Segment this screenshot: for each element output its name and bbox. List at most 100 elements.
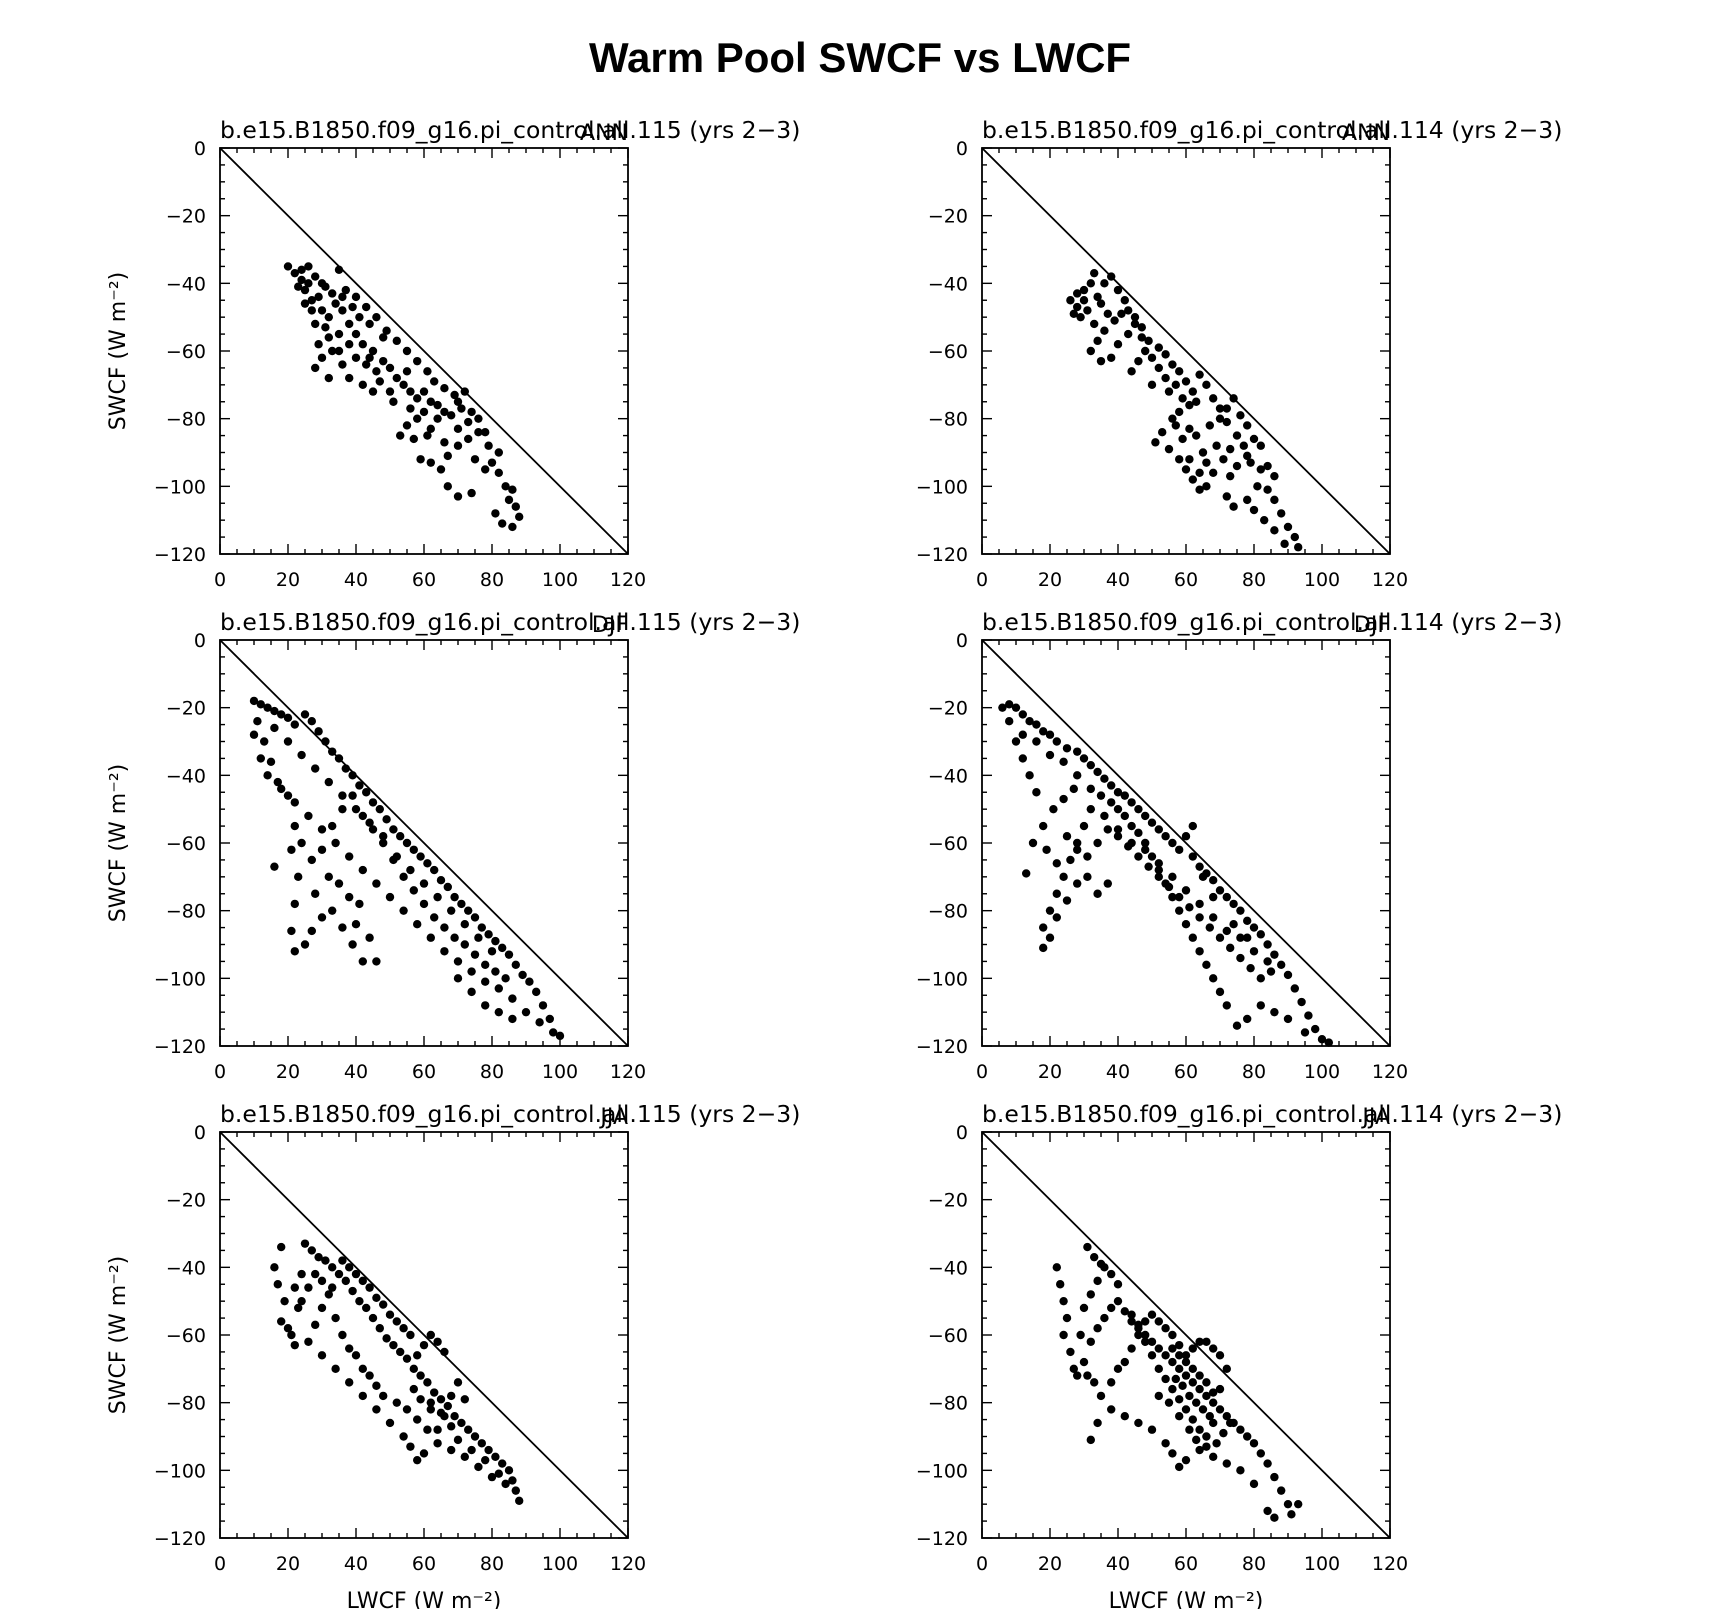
scatter-point <box>1181 377 1191 386</box>
scatter-point <box>413 1351 422 1360</box>
scatter-point <box>1093 1324 1102 1333</box>
scatter-point <box>338 1330 347 1340</box>
scatter-point <box>365 353 374 362</box>
scatter-point <box>355 899 364 909</box>
scatter-point <box>294 872 303 882</box>
scatter-point <box>402 421 412 430</box>
scatter-point <box>453 397 463 406</box>
scatter-point <box>1175 1412 1184 1421</box>
scatter-point <box>1113 285 1123 295</box>
scatter-point <box>474 414 483 423</box>
scatter-point <box>1188 933 1198 942</box>
scatter-point <box>1090 319 1099 329</box>
scatter-point <box>389 1340 398 1350</box>
scatter-point <box>1083 306 1092 315</box>
scatter-point <box>1147 1351 1157 1360</box>
scatter-point <box>1096 1391 1106 1401</box>
scatter-point <box>321 1256 330 1265</box>
scatter-point <box>450 1412 459 1421</box>
scatter-point <box>1202 1391 1211 1401</box>
scatter-point <box>402 346 412 356</box>
scatter-point <box>440 947 449 956</box>
scatter-point <box>1107 1269 1116 1279</box>
scatter-point <box>396 1347 405 1357</box>
scatter-point <box>1018 730 1027 739</box>
scatter-point <box>1168 1384 1177 1394</box>
scatter-point <box>1222 892 1232 902</box>
scatter-point <box>1090 268 1099 278</box>
scatter-point <box>1263 485 1272 494</box>
scatter-point <box>297 275 306 285</box>
y-tick-label: −80 <box>928 1393 968 1415</box>
y-tick-label: −100 <box>916 476 968 498</box>
scatter-point <box>535 1018 544 1027</box>
scatter-point <box>460 1452 469 1462</box>
scatter-point <box>447 1422 456 1431</box>
scatter-point <box>416 1395 425 1404</box>
scatter-point <box>379 1391 388 1401</box>
scatter-point <box>409 886 418 895</box>
scatter-point <box>266 757 276 766</box>
scatter-point <box>1059 794 1068 804</box>
scatter-point <box>345 852 354 861</box>
scatter-point <box>1222 926 1232 936</box>
scatter-point <box>494 1007 503 1017</box>
scatter-point <box>1096 299 1106 308</box>
scatter-point <box>324 777 333 787</box>
scatter-point <box>294 282 303 291</box>
scatter-point <box>1154 865 1164 875</box>
scatter-point <box>392 373 401 383</box>
scatter-point <box>1052 859 1062 868</box>
reference-line <box>981 1131 1391 1539</box>
x-tick-label: 100 <box>542 1553 578 1575</box>
scatter-point <box>1283 1014 1293 1024</box>
x-tick-label: 80 <box>1242 1061 1266 1083</box>
scatter-point <box>515 512 524 521</box>
scatter-point <box>409 434 418 444</box>
scatter-point <box>1147 1310 1157 1319</box>
scatter-point <box>1083 852 1092 861</box>
x-tick-label: 80 <box>1242 569 1266 591</box>
scatter-point <box>1141 838 1150 848</box>
scatter-point <box>1185 1391 1194 1401</box>
scatter-point <box>277 1317 286 1326</box>
scatter-point <box>419 899 429 909</box>
scatter-point <box>1188 1378 1198 1387</box>
scatter-point <box>1202 1432 1211 1441</box>
scatter-point <box>1266 967 1276 976</box>
reference-line <box>981 639 1391 1047</box>
scatter-point <box>287 845 296 854</box>
scatter-point <box>362 1303 371 1313</box>
scatter-point <box>426 933 435 942</box>
scatter-point <box>345 340 354 349</box>
scatter-point <box>1175 892 1184 902</box>
x-tick-label: 80 <box>480 569 504 591</box>
scatter-point <box>348 302 357 312</box>
scatter-point <box>256 754 265 763</box>
scatter-point <box>433 414 442 423</box>
scatter-point <box>1209 394 1218 403</box>
scatter-point <box>311 1320 320 1330</box>
scatter-point <box>1144 862 1153 871</box>
y-tick-label: −80 <box>166 409 206 431</box>
scatter-point <box>1246 458 1255 467</box>
scatter-point <box>311 764 320 773</box>
scatter-point <box>538 1001 548 1010</box>
scatter-point <box>1073 771 1082 780</box>
scatter-point <box>345 373 354 383</box>
scatter-point <box>1011 737 1021 746</box>
scatter-point <box>253 717 262 726</box>
scatter-point <box>1127 367 1136 376</box>
scatter-point <box>423 859 432 868</box>
x-tick-label: 20 <box>1038 1061 1062 1083</box>
scatter-point <box>494 448 503 457</box>
scatter-point <box>1215 1384 1225 1394</box>
scatter-point <box>1096 356 1106 366</box>
scatter-point <box>1202 960 1211 969</box>
y-tick-label: −80 <box>928 901 968 923</box>
scatter-point <box>413 414 422 423</box>
scatter-point <box>1246 963 1255 973</box>
scatter-point <box>1195 468 1204 477</box>
reference-line <box>981 147 1391 555</box>
scatter-point <box>419 407 429 417</box>
